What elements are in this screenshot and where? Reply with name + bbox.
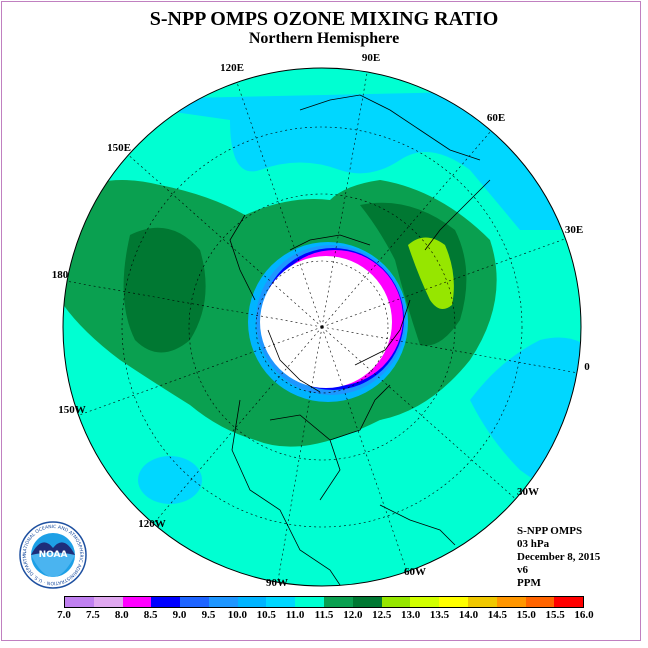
- colorbar-swatch: [352, 597, 382, 607]
- info-date: December 8, 2015: [517, 551, 601, 563]
- info-units: PPM: [517, 577, 541, 589]
- page-title: S-NPP OMPS OZONE MIXING RATIO: [149, 8, 499, 30]
- info-instrument: S-NPP OMPS: [517, 525, 583, 537]
- colorbar-tick-label: 10.0: [227, 609, 247, 621]
- colorbar-tick-label: 8.5: [143, 609, 158, 621]
- colorbar-tick-label: 12.5: [372, 609, 392, 621]
- colorbar-swatch: [151, 597, 181, 607]
- ozone-field: [63, 68, 581, 586]
- colorbar: [64, 596, 584, 608]
- colorbar-swatch: [410, 597, 440, 607]
- contour-12-0-east: [360, 202, 467, 346]
- colorbar-swatch: [180, 597, 209, 607]
- contour-12-5-max: [408, 237, 454, 309]
- info-level: 03 hPa: [517, 538, 550, 550]
- lon-180: 180: [52, 269, 69, 281]
- contour-10-5-north: [90, 90, 560, 230]
- colorbar-tick-label: 9.0: [172, 609, 187, 621]
- colorbar-tick-label: 8.0: [114, 609, 129, 621]
- lon-150w: 150W: [58, 404, 86, 416]
- lon-30w: 30W: [517, 486, 539, 498]
- info-block: S-NPP OMPS 03 hPa December 8, 2015 v6 PP…: [517, 525, 600, 590]
- colorbar-swatch: [93, 597, 123, 607]
- colorbar-swatch: [554, 597, 584, 607]
- lon-90w: 90W: [266, 577, 288, 589]
- noaa-logo: NATIONAL OCEANIC AND ATMOSPHERIC ADMINIS…: [18, 520, 87, 589]
- colorbar-swatch: [467, 597, 497, 607]
- graticule: [63, 68, 581, 586]
- colorbar-tick-label: 11.0: [285, 609, 305, 621]
- map-boundary: [62, 67, 582, 587]
- colorbar-swatch: [381, 597, 411, 607]
- colorbar-tick-label: 15.0: [516, 609, 536, 621]
- colorbar-swatch: [496, 597, 526, 607]
- colorbar-labels: 7.0 7.5 8.0 8.5 9.0 9.5 10.0 10.5 11.0 11.5 12.0 12…: [57, 609, 594, 623]
- lon-120w: 120W: [138, 518, 166, 530]
- lon-120e: 120E: [220, 62, 244, 74]
- lon-30e: 30E: [565, 224, 583, 236]
- colorbar-tick-label: 13.0: [401, 609, 421, 621]
- contour-10-5-pacific: [138, 456, 202, 504]
- colorbar-swatch: [237, 597, 267, 607]
- lon-90e: 90E: [362, 52, 380, 64]
- colorbar-swatch: [208, 597, 238, 607]
- colorbar-tick-label: 15.5: [545, 609, 565, 621]
- lon-150e: 150E: [107, 142, 131, 154]
- colorbar-swatch: [324, 597, 353, 607]
- figure-frame: [1, 1, 641, 641]
- noaa-logo-text: NOAA: [39, 550, 68, 560]
- colorbar-swatch: [525, 597, 555, 607]
- info-version: v6: [517, 564, 528, 576]
- colorbar-tick-label: 12.0: [343, 609, 363, 621]
- colorbar-swatch: [439, 597, 468, 607]
- colorbar-swatch: [266, 597, 296, 607]
- colorbar-swatch: [295, 597, 325, 607]
- page-subtitle: Northern Hemisphere: [248, 30, 400, 47]
- colorbar-swatch: [65, 597, 94, 607]
- lon-60w: 60W: [404, 566, 426, 578]
- colorbar-tick-label: 9.5: [201, 609, 216, 621]
- lon-60e: 60E: [487, 112, 505, 124]
- colorbar-tick-label: 14.0: [458, 609, 479, 621]
- colorbar-tick-label: 16.0: [574, 609, 594, 621]
- contour-12-0-core: [123, 227, 206, 353]
- colorbar-tick-label: 7.0: [57, 609, 71, 621]
- colorbar-tick-label: 14.5: [487, 609, 507, 621]
- colorbar-tick-label: 11.5: [314, 609, 334, 621]
- coastlines: [229, 94, 491, 586]
- colorbar-tick-label: 7.5: [86, 609, 100, 621]
- lon-0: 0: [584, 361, 590, 373]
- colorbar-tick-label: 13.5: [429, 609, 450, 621]
- colorbar-tick-label: 10.5: [256, 609, 276, 621]
- colorbar-swatch: [122, 597, 152, 607]
